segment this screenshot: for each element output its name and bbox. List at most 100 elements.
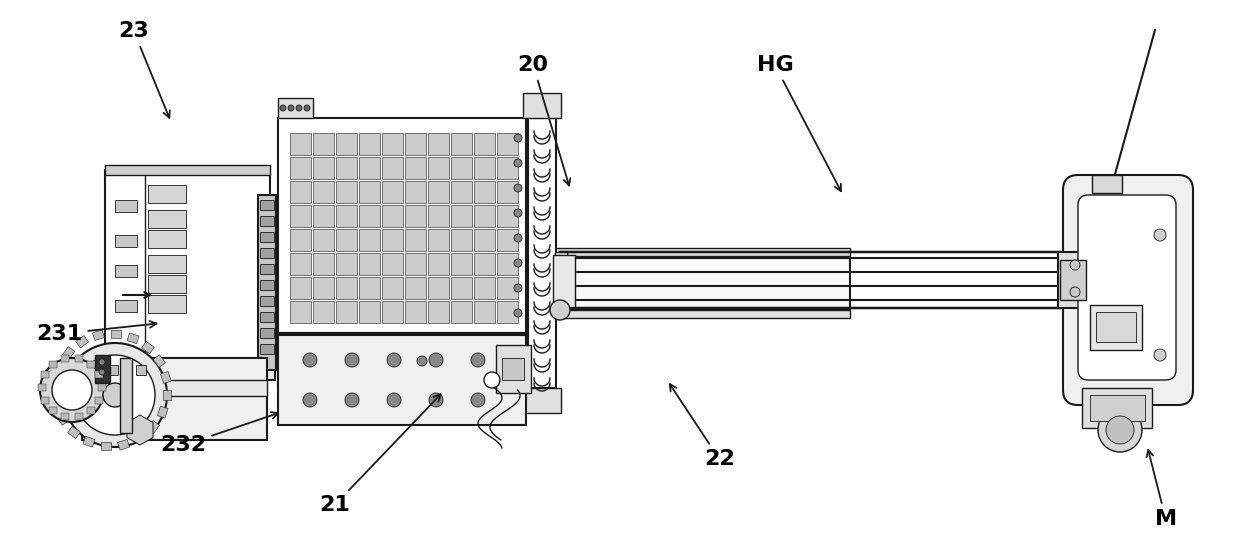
Circle shape	[551, 300, 570, 320]
Bar	[270, 248, 849, 256]
Bar	[451, 253, 472, 275]
Bar	[148, 421, 160, 433]
Bar	[290, 157, 311, 179]
Bar	[405, 229, 427, 251]
Bar	[290, 277, 311, 299]
Circle shape	[515, 259, 522, 267]
Bar	[497, 205, 518, 227]
Bar	[290, 181, 311, 203]
Bar	[451, 301, 472, 323]
Bar	[105, 170, 270, 365]
Bar	[405, 205, 427, 227]
Bar	[1090, 395, 1145, 421]
Bar	[382, 229, 403, 251]
Bar	[312, 229, 334, 251]
Bar	[87, 361, 94, 368]
Bar	[382, 253, 403, 275]
Circle shape	[429, 393, 443, 407]
Bar	[290, 253, 311, 275]
Bar	[360, 253, 379, 275]
Bar	[405, 277, 427, 299]
Circle shape	[103, 383, 126, 407]
Bar	[405, 157, 427, 179]
Bar	[290, 301, 311, 323]
Bar	[496, 345, 531, 393]
Circle shape	[1106, 416, 1135, 444]
Text: 21: 21	[320, 394, 440, 515]
Bar	[474, 205, 495, 227]
Bar	[157, 406, 169, 418]
Bar	[260, 328, 274, 338]
Bar	[360, 301, 379, 323]
Bar	[122, 365, 131, 375]
Bar	[260, 264, 274, 274]
Bar	[336, 301, 357, 323]
Bar	[260, 296, 274, 306]
Bar	[553, 255, 575, 307]
Bar	[74, 413, 83, 420]
Bar	[360, 181, 379, 203]
Bar	[290, 229, 311, 251]
Bar	[382, 157, 403, 179]
Circle shape	[40, 358, 104, 422]
Bar	[105, 165, 270, 175]
Bar	[120, 358, 131, 433]
Bar	[270, 310, 849, 318]
Text: 232: 232	[160, 412, 278, 455]
Circle shape	[99, 369, 105, 375]
Bar	[474, 181, 495, 203]
Bar	[497, 301, 518, 323]
Bar	[474, 301, 495, 323]
Bar	[278, 118, 526, 333]
Circle shape	[484, 372, 500, 388]
Text: 231: 231	[36, 321, 156, 344]
Bar	[278, 98, 312, 118]
Bar	[278, 335, 526, 425]
Bar	[1092, 175, 1122, 193]
Circle shape	[515, 159, 522, 167]
Circle shape	[1154, 229, 1166, 241]
FancyBboxPatch shape	[1063, 175, 1193, 405]
Bar	[451, 229, 472, 251]
Circle shape	[296, 105, 303, 111]
Bar	[474, 133, 495, 155]
Bar	[474, 229, 495, 251]
Bar	[115, 300, 136, 312]
Bar	[497, 253, 518, 275]
Bar	[95, 397, 103, 404]
Bar	[451, 205, 472, 227]
Bar	[93, 330, 104, 340]
Bar	[474, 157, 495, 179]
Circle shape	[515, 184, 522, 192]
Circle shape	[303, 353, 317, 367]
Bar	[336, 157, 357, 179]
Bar	[523, 93, 560, 118]
Bar	[82, 358, 267, 440]
Bar	[497, 181, 518, 203]
Bar	[100, 358, 275, 380]
Circle shape	[515, 209, 522, 217]
Bar	[428, 277, 449, 299]
Bar	[428, 133, 449, 155]
Bar	[497, 277, 518, 299]
Bar	[62, 346, 74, 359]
Bar	[556, 252, 567, 308]
Bar	[148, 275, 186, 293]
Bar	[126, 333, 139, 344]
Bar	[451, 157, 472, 179]
Circle shape	[280, 105, 286, 111]
Bar	[148, 210, 186, 228]
Bar	[428, 229, 449, 251]
Circle shape	[515, 134, 522, 142]
Text: 23: 23	[119, 22, 170, 118]
Circle shape	[1097, 408, 1142, 452]
Bar	[148, 255, 186, 273]
Bar	[51, 396, 62, 408]
Circle shape	[515, 309, 522, 317]
Bar	[260, 232, 274, 242]
Bar	[428, 181, 449, 203]
Bar	[1058, 252, 1087, 308]
Bar	[497, 229, 518, 251]
Bar	[382, 301, 403, 323]
Circle shape	[1070, 287, 1080, 297]
